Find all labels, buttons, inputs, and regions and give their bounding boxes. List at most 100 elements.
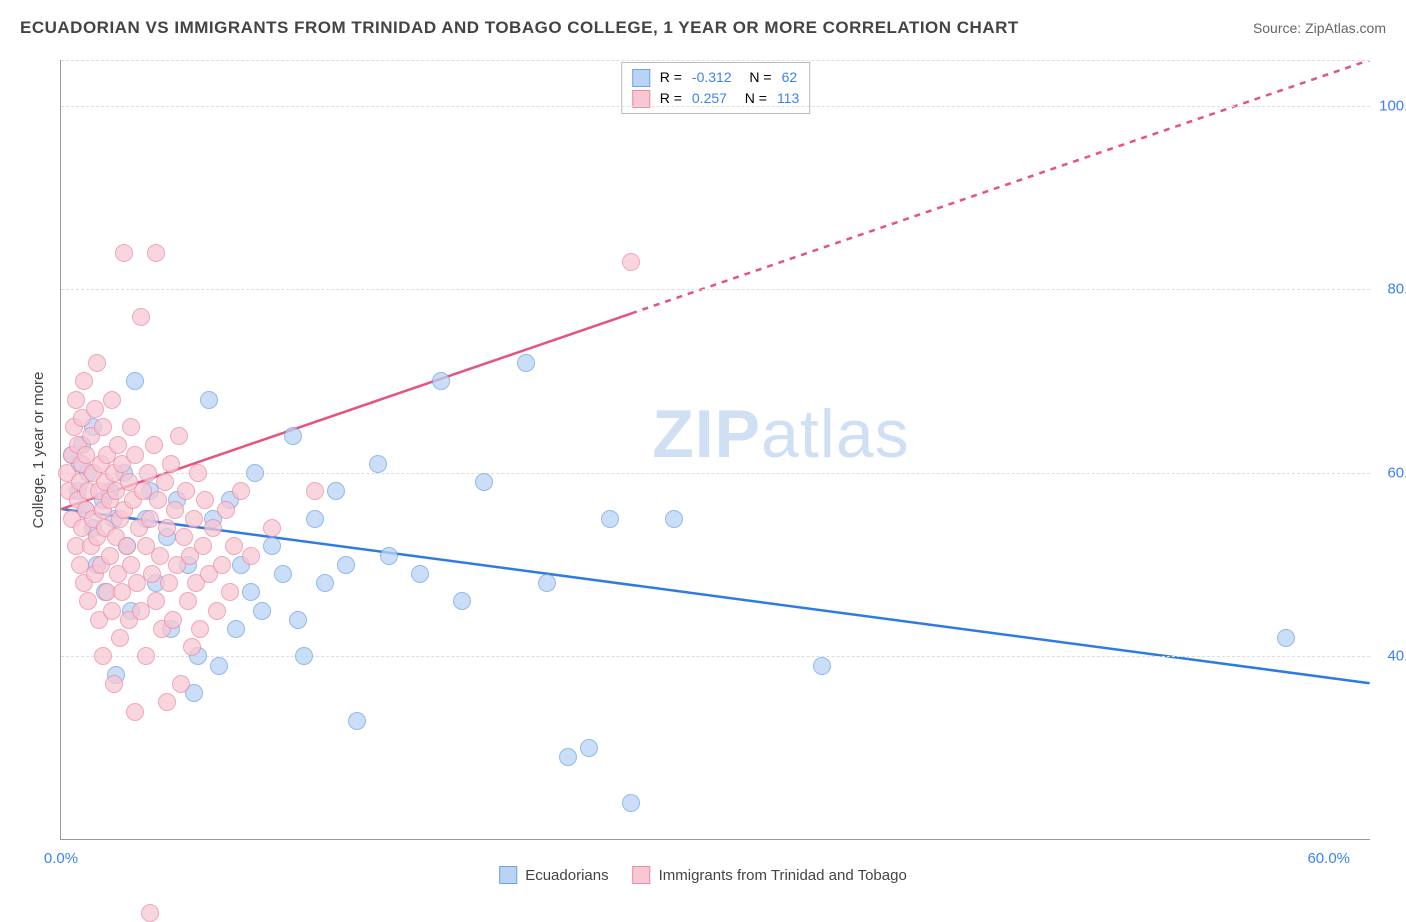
- data-point: [253, 602, 271, 620]
- watermark: ZIPatlas: [652, 395, 909, 473]
- data-point: [185, 510, 203, 528]
- gridline: [61, 106, 1370, 107]
- data-point: [141, 904, 159, 922]
- legend-r-label: R =: [660, 67, 682, 88]
- legend-swatch: [499, 866, 517, 884]
- y-tick-label: 80.0%: [1375, 281, 1406, 298]
- legend-r-value: -0.312: [692, 67, 732, 88]
- data-point: [101, 547, 119, 565]
- data-point: [111, 629, 129, 647]
- data-point: [67, 391, 85, 409]
- data-point: [126, 703, 144, 721]
- data-point: [475, 473, 493, 491]
- data-point: [191, 620, 209, 638]
- data-point: [94, 418, 112, 436]
- data-point: [232, 482, 250, 500]
- data-point: [179, 592, 197, 610]
- data-point: [149, 491, 167, 509]
- data-point: [164, 611, 182, 629]
- data-point: [327, 482, 345, 500]
- data-point: [126, 446, 144, 464]
- data-point: [162, 455, 180, 473]
- data-point: [103, 602, 121, 620]
- data-point: [580, 739, 598, 757]
- legend-item: Immigrants from Trinidad and Tobago: [633, 866, 907, 884]
- data-point: [242, 547, 260, 565]
- data-point: [227, 620, 245, 638]
- data-point: [380, 547, 398, 565]
- data-point: [94, 647, 112, 665]
- data-point: [225, 537, 243, 555]
- data-point: [601, 510, 619, 528]
- trend-lines: [61, 60, 1370, 839]
- data-point: [172, 675, 190, 693]
- x-tick-label: 0.0%: [44, 850, 78, 867]
- legend-n-label: N =: [742, 67, 772, 88]
- correlation-legend-row: R = -0.312 N = 62: [632, 67, 800, 88]
- gridline: [61, 60, 1370, 61]
- data-point: [411, 565, 429, 583]
- chart-header: ECUADORIAN VS IMMIGRANTS FROM TRINIDAD A…: [20, 18, 1386, 38]
- data-point: [263, 519, 281, 537]
- data-point: [200, 391, 218, 409]
- data-point: [105, 675, 123, 693]
- data-point: [145, 436, 163, 454]
- series-legend: Ecuadorians Immigrants from Trinidad and …: [499, 866, 907, 884]
- data-point: [175, 528, 193, 546]
- data-point: [622, 794, 640, 812]
- chart-title: ECUADORIAN VS IMMIGRANTS FROM TRINIDAD A…: [20, 18, 1019, 38]
- data-point: [622, 253, 640, 271]
- data-point: [284, 427, 302, 445]
- gridline: [61, 289, 1370, 290]
- legend-swatch: [633, 866, 651, 884]
- data-point: [86, 400, 104, 418]
- chart-source: Source: ZipAtlas.com: [1253, 20, 1386, 36]
- data-point: [156, 473, 174, 491]
- data-point: [242, 583, 260, 601]
- gridline: [61, 656, 1370, 657]
- legend-swatch: [632, 90, 650, 108]
- data-point: [316, 574, 334, 592]
- legend-n-value: 62: [782, 67, 798, 88]
- data-point: [79, 592, 97, 610]
- data-point: [208, 602, 226, 620]
- data-point: [166, 501, 184, 519]
- data-point: [289, 611, 307, 629]
- y-tick-label: 100.0%: [1375, 97, 1406, 114]
- y-tick-label: 40.0%: [1375, 648, 1406, 665]
- data-point: [158, 693, 176, 711]
- data-point: [118, 537, 136, 555]
- data-point: [147, 244, 165, 262]
- data-point: [196, 491, 214, 509]
- data-point: [141, 510, 159, 528]
- data-point: [75, 372, 93, 390]
- data-point: [217, 501, 235, 519]
- data-point: [263, 537, 281, 555]
- data-point: [122, 556, 140, 574]
- data-point: [306, 482, 324, 500]
- data-point: [295, 647, 313, 665]
- data-point: [210, 657, 228, 675]
- data-point: [337, 556, 355, 574]
- data-point: [109, 436, 127, 454]
- data-point: [122, 418, 140, 436]
- legend-swatch: [632, 69, 650, 87]
- data-point: [369, 455, 387, 473]
- data-point: [126, 372, 144, 390]
- data-point: [143, 565, 161, 583]
- data-point: [139, 464, 157, 482]
- watermark-prefix: ZIP: [652, 396, 761, 472]
- data-point: [158, 519, 176, 537]
- data-point: [213, 556, 231, 574]
- data-point: [103, 391, 121, 409]
- data-point: [559, 748, 577, 766]
- data-point: [665, 510, 683, 528]
- legend-item: Ecuadorians: [499, 866, 608, 884]
- legend-label: Immigrants from Trinidad and Tobago: [659, 867, 907, 884]
- data-point: [204, 519, 222, 537]
- x-tick-label: 60.0%: [1307, 850, 1350, 867]
- data-point: [517, 354, 535, 372]
- data-point: [183, 638, 201, 656]
- legend-label: Ecuadorians: [525, 867, 608, 884]
- data-point: [1277, 629, 1295, 647]
